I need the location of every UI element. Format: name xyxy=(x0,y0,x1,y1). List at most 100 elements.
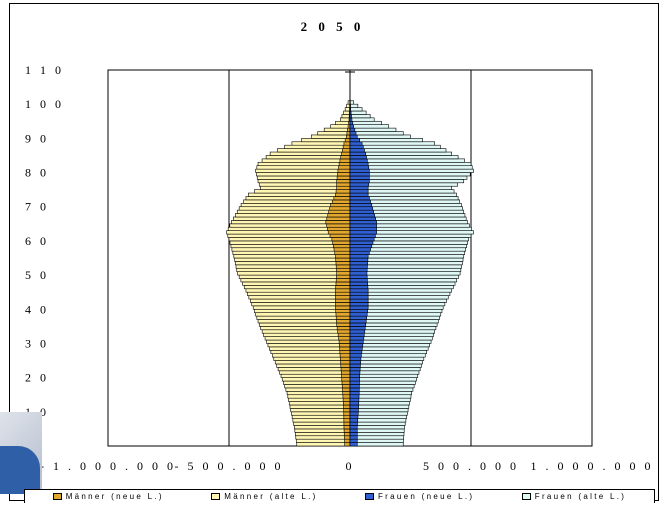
bar-maenner-neu-age-71 xyxy=(331,199,351,204)
bar-maenner-neu-age-79 xyxy=(337,172,351,177)
bar-frauen-neu-age-84 xyxy=(349,155,367,160)
bar-frauen-neu-age-26 xyxy=(349,353,362,358)
bar-frauen-alt-age-91 xyxy=(349,131,404,136)
bar-maenner-alt-age-45 xyxy=(245,288,351,293)
bar-maenner-neu-age-25 xyxy=(340,356,351,361)
bar-frauen-neu-age-32 xyxy=(349,332,365,337)
bar-maenner-alt-age-33 xyxy=(261,329,351,334)
bar-maenner-alt-age-18 xyxy=(283,380,351,385)
bar-frauen-neu-age-35 xyxy=(349,322,367,327)
bar-frauen-alt-age-88 xyxy=(349,141,435,146)
bar-frauen-neu-age-54 xyxy=(349,257,369,262)
bar-maenner-neu-age-72 xyxy=(333,196,351,201)
y-tick-label-11: 1 1 0 xyxy=(25,63,64,77)
bar-frauen-neu-age-21 xyxy=(349,370,361,375)
bar-frauen-neu-age-14 xyxy=(349,394,360,399)
bar-frauen-alt-age-7 xyxy=(349,418,407,423)
bar-frauen-neu-age-96 xyxy=(349,114,352,119)
bar-maenner-alt-age-78 xyxy=(256,175,351,180)
bar-maenner-neu-age-11 xyxy=(343,404,351,409)
bar-maenner-alt-age-94 xyxy=(335,120,351,125)
bar-frauen-neu-age-49 xyxy=(349,274,368,279)
bar-frauen-neu-age-68 xyxy=(349,209,375,214)
legend-swatch-frauen-alt xyxy=(521,493,531,500)
bar-frauen-neu-age-48 xyxy=(349,278,368,283)
bar-maenner-alt-age-2 xyxy=(295,435,351,440)
bar-frauen-alt-age-4 xyxy=(349,428,405,433)
bar-frauen-alt-age-9 xyxy=(349,411,408,416)
bar-maenner-alt-age-20 xyxy=(280,373,351,378)
bar-frauen-neu-age-11 xyxy=(349,404,359,409)
bar-frauen-neu-age-74 xyxy=(349,189,369,194)
bar-frauen-neu-age-40 xyxy=(349,305,369,310)
bar-frauen-neu-age-45 xyxy=(349,288,369,293)
bar-frauen-neu-age-18 xyxy=(349,380,360,385)
bar-frauen-alt-age-8 xyxy=(349,414,407,419)
legend-label-maenner-alt: Männer (alte L.) xyxy=(224,492,318,501)
bar-maenner-alt-age-79 xyxy=(256,172,351,177)
y-tick-label-7: 7 0 xyxy=(25,200,49,214)
bar-maenner-neu-age-56 xyxy=(334,250,351,255)
bar-maenner-neu-age-67 xyxy=(327,213,351,218)
bar-maenner-neu-age-8 xyxy=(343,414,351,419)
bar-maenner-alt-age-90 xyxy=(310,134,351,139)
bar-maenner-neu-age-9 xyxy=(343,411,351,416)
bar-maenner-alt-age-7 xyxy=(292,418,351,423)
bar-frauen-neu-age-24 xyxy=(349,360,361,365)
bar-maenner-alt-age-29 xyxy=(267,343,351,348)
bar-frauen-neu-age-53 xyxy=(349,261,368,266)
bar-frauen-neu-age-46 xyxy=(349,285,369,290)
bar-frauen-alt-age-18 xyxy=(349,380,416,385)
bar-maenner-alt-age-46 xyxy=(243,285,351,290)
bar-maenner-alt-age-80 xyxy=(255,168,351,173)
legend-label-frauen-alt: Frauen (alte L.) xyxy=(534,492,627,501)
bar-frauen-neu-age-66 xyxy=(349,216,376,221)
bar-maenner-alt-age-77 xyxy=(257,179,351,184)
bar-maenner-neu-age-81 xyxy=(338,165,351,170)
bar-frauen-alt-age-5 xyxy=(349,425,405,430)
bar-maenner-neu-age-47 xyxy=(335,281,351,286)
y-tick-label-5: 5 0 xyxy=(25,268,49,282)
bar-maenner-alt-age-49 xyxy=(238,274,351,279)
bar-maenner-alt-age-52 xyxy=(235,264,351,269)
bar-maenner-neu-age-88 xyxy=(343,141,351,146)
legend-swatch-maenner-alt xyxy=(211,493,221,500)
bar-frauen-alt-age-94 xyxy=(349,120,382,125)
bar-maenner-neu-age-80 xyxy=(337,168,351,173)
bar-maenner-neu-age-54 xyxy=(335,257,351,262)
bar-frauen-neu-age-78 xyxy=(349,175,370,180)
x-tick-label-0: - 1 . 0 0 0 . 0 0 0 xyxy=(40,459,176,473)
bar-frauen-neu-age-1 xyxy=(349,438,358,443)
bar-frauen-alt-age-2 xyxy=(349,435,405,440)
bar-maenner-alt-age-12 xyxy=(288,401,351,406)
bar-maenner-alt-age-5 xyxy=(294,425,351,430)
bar-maenner-neu-age-89 xyxy=(344,138,351,143)
bar-maenner-alt-age-47 xyxy=(242,281,351,286)
bar-frauen-neu-age-20 xyxy=(349,373,360,378)
bar-maenner-neu-age-30 xyxy=(338,339,351,344)
bar-maenner-alt-age-21 xyxy=(279,370,351,375)
bar-frauen-neu-age-2 xyxy=(349,435,358,440)
bar-maenner-neu-age-86 xyxy=(342,148,351,153)
bar-maenner-alt-age-50 xyxy=(237,271,351,276)
bar-frauen-alt-age-92 xyxy=(349,127,397,132)
bar-maenner-alt-age-48 xyxy=(240,278,351,283)
bar-maenner-neu-age-46 xyxy=(335,285,351,290)
bar-frauen-neu-age-25 xyxy=(349,356,362,361)
bar-frauen-alt-age-95 xyxy=(349,117,375,122)
bar-maenner-neu-age-32 xyxy=(337,332,351,337)
bar-frauen-neu-age-9 xyxy=(349,411,359,416)
bar-maenner-neu-age-18 xyxy=(341,380,351,385)
bar-maenner-alt-age-97 xyxy=(343,110,351,115)
bar-frauen-alt-age-6 xyxy=(349,421,406,426)
bar-maenner-alt-age-4 xyxy=(294,428,351,433)
bar-frauen-neu-age-6 xyxy=(349,421,358,426)
bar-frauen-neu-age-15 xyxy=(349,391,360,396)
bar-maenner-alt-age-3 xyxy=(295,432,351,437)
bar-frauen-alt-age-20 xyxy=(349,373,419,378)
bar-frauen-alt-age-1 xyxy=(349,438,404,443)
bar-maenner-neu-age-37 xyxy=(335,315,351,320)
bar-maenner-alt-age-53 xyxy=(234,261,351,266)
bar-maenner-neu-age-10 xyxy=(343,408,351,413)
bar-maenner-neu-age-73 xyxy=(335,192,351,197)
